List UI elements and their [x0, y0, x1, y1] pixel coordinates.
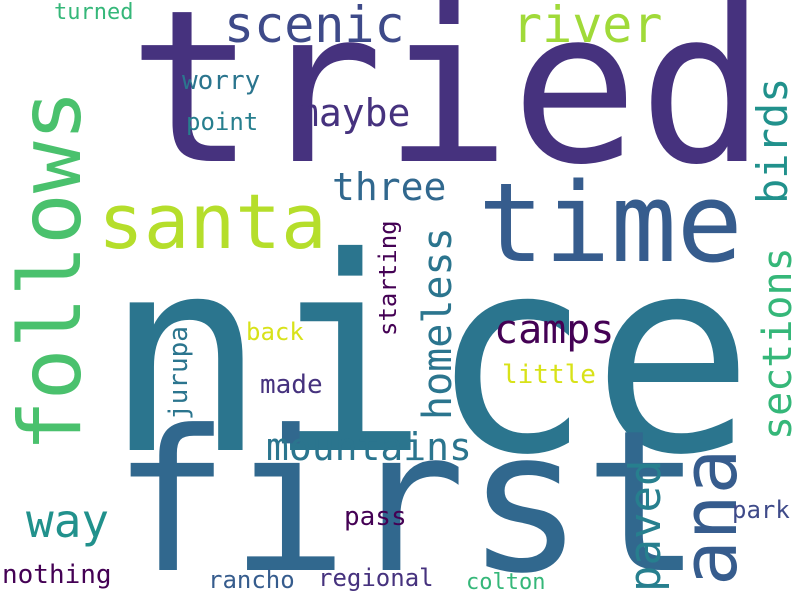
word-colton: colton [466, 570, 546, 595]
word-homeless: homeless [415, 227, 461, 420]
word-tried: tried [128, 0, 767, 211]
word-sections: sections [755, 247, 800, 440]
word-camps: camps [494, 307, 615, 353]
word-regional: regional [318, 564, 434, 592]
word-paved: paved [620, 459, 671, 592]
word-follows: follows [1, 89, 101, 452]
word-rancho: rancho [208, 566, 295, 594]
word-park: park [732, 496, 790, 524]
word-nothing: nothing [2, 560, 112, 590]
word-turned: turned [54, 0, 134, 25]
word-point: point [186, 108, 259, 136]
word-river: river [512, 0, 663, 54]
word-scenic: scenic [224, 0, 405, 54]
word-starting: starting [374, 220, 402, 336]
word-jurupa: jurupa [164, 326, 194, 420]
word-back: back [246, 318, 304, 346]
word-three: three [332, 165, 447, 209]
word-birds: birds [748, 77, 797, 204]
word-nice: nice [104, 199, 755, 514]
word-way: way [26, 494, 110, 548]
word-mountains: mountains [266, 425, 472, 469]
word-time: time [478, 159, 743, 287]
word-made: made [260, 370, 323, 400]
word-maybe: maybe [296, 91, 411, 135]
word-santa: santa [98, 177, 327, 266]
word-pass: pass [344, 502, 407, 532]
word-first: first [112, 389, 703, 600]
word-worry: worry [182, 66, 261, 96]
word-little: little [502, 360, 596, 390]
